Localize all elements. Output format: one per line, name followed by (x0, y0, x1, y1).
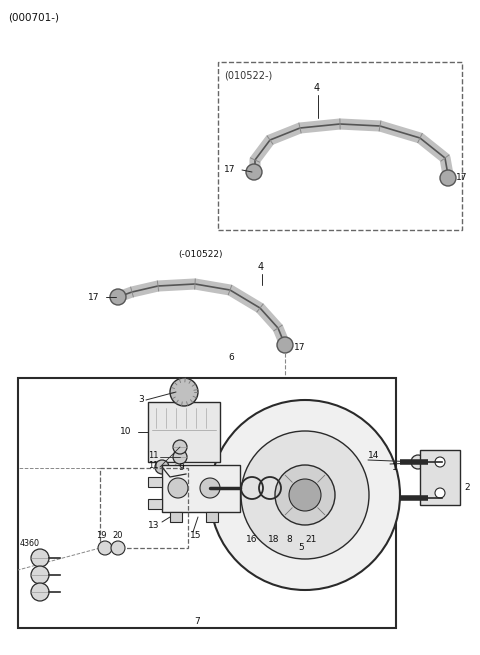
Text: 17: 17 (224, 166, 236, 174)
Text: (010522-): (010522-) (224, 71, 272, 81)
Bar (148, 499, 162, 509)
Circle shape (210, 400, 400, 590)
Text: 4: 4 (314, 83, 320, 93)
Text: 18: 18 (268, 536, 279, 544)
Text: 1: 1 (392, 464, 398, 472)
Text: 21: 21 (305, 536, 316, 544)
Circle shape (173, 450, 187, 464)
Bar (18, 378, 396, 628)
Text: 19: 19 (96, 531, 107, 540)
Text: 7: 7 (194, 618, 200, 626)
Circle shape (173, 440, 187, 454)
Text: 3: 3 (138, 396, 144, 405)
Circle shape (277, 337, 293, 353)
Text: 9: 9 (178, 462, 184, 472)
Circle shape (435, 457, 445, 467)
Circle shape (246, 164, 262, 180)
Text: 10: 10 (120, 428, 132, 436)
Bar (148, 477, 162, 487)
Text: 4360: 4360 (20, 538, 40, 548)
Circle shape (168, 478, 188, 498)
Circle shape (411, 455, 425, 469)
Text: 20: 20 (112, 531, 122, 540)
Text: 11: 11 (148, 460, 158, 470)
Text: 17: 17 (294, 343, 305, 352)
Text: 15: 15 (190, 531, 202, 540)
Text: 4: 4 (258, 262, 264, 272)
Text: 8: 8 (286, 536, 292, 544)
Circle shape (31, 566, 49, 584)
Circle shape (110, 289, 126, 305)
Text: (-010522): (-010522) (178, 250, 223, 259)
Bar (162, 465, 240, 512)
Circle shape (170, 378, 198, 406)
Circle shape (31, 583, 49, 601)
Circle shape (435, 488, 445, 498)
Circle shape (155, 460, 169, 474)
Bar (206, 512, 218, 522)
Circle shape (241, 431, 369, 559)
Text: 11: 11 (148, 451, 158, 460)
Bar (420, 450, 460, 505)
Circle shape (31, 549, 49, 567)
Text: (000701-): (000701-) (8, 13, 59, 23)
Bar (148, 402, 220, 462)
Bar (100, 468, 188, 548)
Bar (218, 62, 462, 230)
Text: 17: 17 (88, 293, 99, 301)
Text: 13: 13 (148, 521, 159, 529)
Text: 2: 2 (464, 483, 469, 491)
Text: 16: 16 (246, 536, 257, 544)
Circle shape (111, 541, 125, 555)
Circle shape (289, 479, 321, 511)
Text: 6: 6 (228, 354, 234, 362)
Text: 17: 17 (456, 174, 468, 183)
Circle shape (275, 465, 335, 525)
Text: 5: 5 (298, 544, 304, 553)
Bar (170, 512, 182, 522)
Circle shape (98, 541, 112, 555)
Circle shape (440, 170, 456, 186)
Text: 14: 14 (368, 451, 379, 460)
Circle shape (200, 478, 220, 498)
